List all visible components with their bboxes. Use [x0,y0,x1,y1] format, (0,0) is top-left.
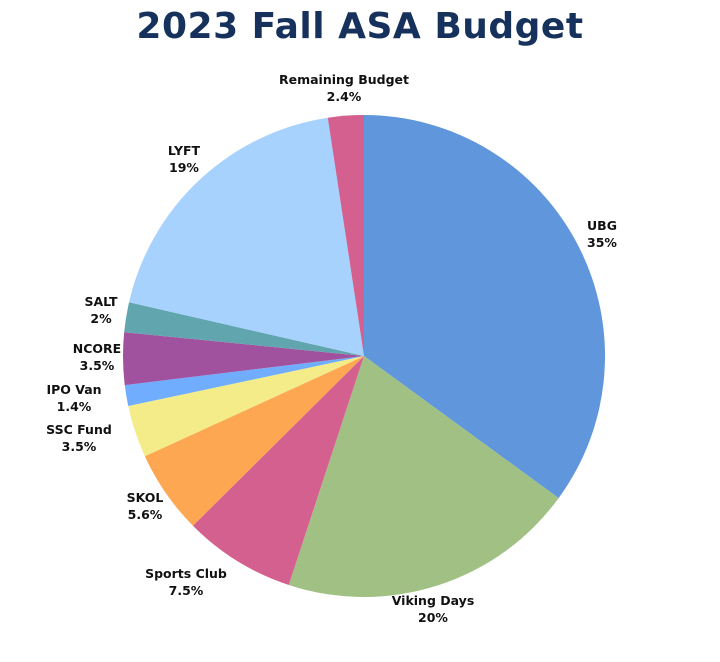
slice-value-skol: 5.6% [128,507,163,522]
slice-label-viking-days: Viking Days [392,593,475,608]
pie-slice-remaining-budget [327,115,364,356]
pie-slice-viking-days [288,356,559,597]
slice-label-sports-club: Sports Club [145,566,227,581]
slice-value-salt: 2% [90,311,112,326]
slice-label-remaining-budget: Remaining Budget [279,72,409,87]
slice-label-lyft: LYFT [168,143,201,158]
slice-value-viking-days: 20% [418,610,448,625]
slice-value-ncore: 3.5% [80,358,115,373]
slice-label-ubg: UBG [587,218,617,233]
pie-slice-lyft [129,117,364,357]
slice-label-ssc-fund: SSC Fund [46,422,112,437]
pie-slice-skol [144,356,364,526]
pie-slice-sports-club [192,356,364,585]
slice-value-ipo-van: 1.4% [57,399,92,414]
slice-value-ssc-fund: 3.5% [62,439,97,454]
slice-value-sports-club: 7.5% [169,583,204,598]
pie-slice-ubg [364,115,606,499]
pie-slice-ssc-fund [128,356,364,457]
slice-label-ipo-van: IPO Van [46,382,101,397]
slice-value-ubg: 35% [587,235,617,250]
slice-label-skol: SKOL [127,490,164,505]
slice-value-remaining-budget: 2.4% [327,89,362,104]
slice-label-ncore: NCORE [73,341,121,356]
pie-slice-ipo-van [124,356,365,407]
pie-slice-ncore [123,332,364,386]
chart-title: 2023 Fall ASA Budget [136,6,584,47]
slice-value-lyft: 19% [169,160,199,175]
pie-slice-salt [124,302,365,356]
slice-label-salt: SALT [84,294,118,309]
